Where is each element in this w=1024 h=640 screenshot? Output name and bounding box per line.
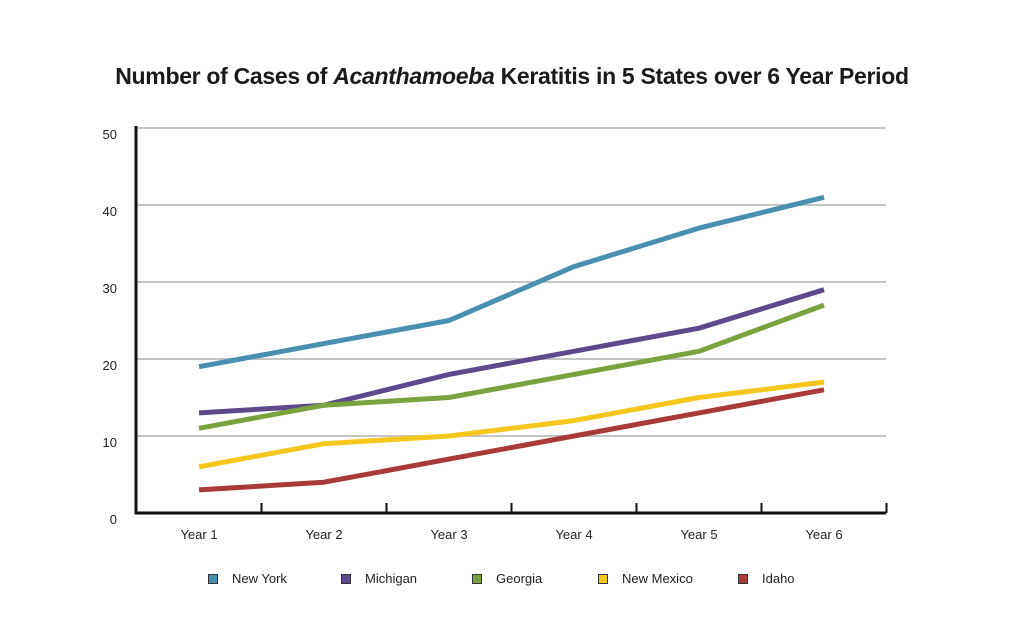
legend-item: Michigan [341, 571, 417, 586]
title-text-1: Number of Cases of [115, 63, 334, 89]
legend-swatch [738, 573, 748, 584]
x-tick-label: Year 5 [680, 527, 717, 542]
series-line-idaho [198, 387, 825, 493]
legend-label: New Mexico [622, 571, 693, 586]
y-tick-label: 30 [103, 281, 117, 296]
y-tick-label: 10 [103, 435, 117, 450]
legend-swatch [341, 573, 351, 584]
title-text-italic: Acanthamoeba [333, 63, 495, 89]
legend-swatch [472, 573, 482, 584]
series-lines [198, 194, 825, 493]
legend-swatch [598, 573, 608, 584]
legend-item: Georgia [472, 571, 542, 586]
y-tick-label: 0 [110, 512, 117, 527]
x-tick-label: Year 3 [430, 527, 467, 542]
y-tick-label: 50 [103, 127, 117, 142]
legend-label: Georgia [496, 571, 543, 586]
x-tick-label: Year 6 [805, 527, 842, 542]
y-tick-label: 40 [103, 204, 117, 219]
x-tick-labels: Year 1 Year 2 Year 3 Year 4 Year 5 Year 6 [180, 527, 842, 542]
legend-label: New York [232, 571, 287, 586]
x-tick-label: Year 1 [180, 527, 217, 542]
legend-label: Michigan [365, 571, 418, 586]
legend: New York Michigan Georgia New Mexico Idaho [0, 571, 1024, 591]
legend-label: Idaho [762, 571, 795, 586]
legend-item: New York [208, 571, 287, 586]
gridlines [136, 127, 886, 437]
legend-swatch [208, 573, 218, 584]
legend-item: Idaho [738, 571, 795, 586]
series-line-new-mexico [198, 379, 825, 470]
x-tick-label: Year 4 [555, 527, 592, 542]
title-text-2: Keratitis in 5 States over 6 Year Period [494, 63, 909, 89]
series-line-georgia [198, 302, 825, 431]
series-line-michigan [198, 287, 825, 416]
axes [134, 126, 888, 515]
legend-item: New Mexico [598, 571, 693, 586]
y-tick-labels: 0 10 20 30 40 50 [103, 127, 117, 527]
series-line-new-york [198, 194, 825, 370]
y-tick-label: 20 [103, 358, 117, 373]
chart-title: Number of Cases of Acanthamoeba Keratiti… [0, 63, 1024, 90]
x-tick-label: Year 2 [305, 527, 342, 542]
